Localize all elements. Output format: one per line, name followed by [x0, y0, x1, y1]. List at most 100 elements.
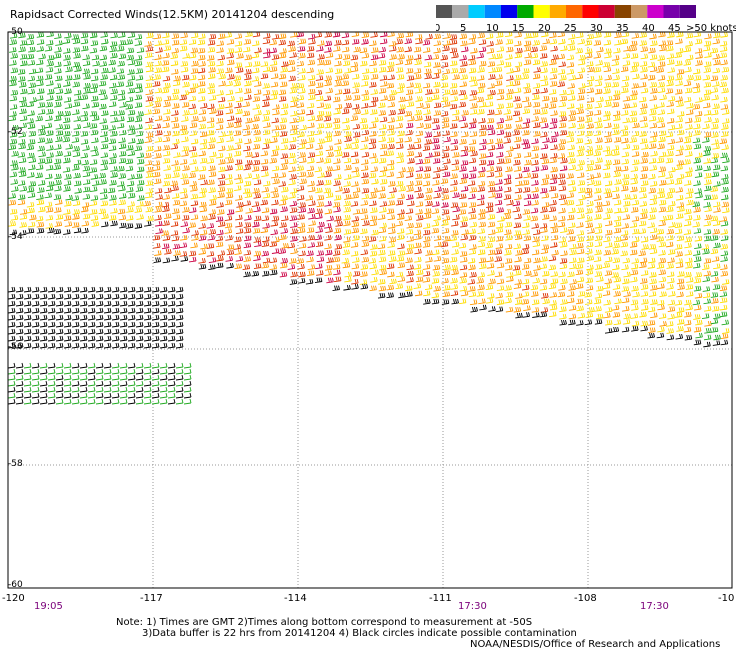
wind-barb [28, 82, 37, 89]
wind-barb [676, 160, 685, 166]
wind-barb [593, 66, 602, 73]
wind-barb [111, 386, 120, 393]
wind-barb [101, 110, 109, 117]
wind-barb [476, 291, 485, 297]
wind-barb [324, 136, 333, 143]
wind-barb [523, 59, 532, 66]
wind-barb [360, 249, 369, 256]
wind-barb [344, 271, 352, 278]
wind-barb [632, 159, 640, 166]
wind-barb [90, 195, 99, 201]
wind-barb [343, 285, 351, 291]
wind-barb [713, 334, 721, 341]
wind-barb [665, 88, 674, 94]
wind-barb [595, 201, 603, 208]
wind-barb [568, 285, 576, 291]
wind-barb [31, 368, 40, 375]
wind-barb [407, 115, 415, 122]
wind-barb [89, 159, 98, 165]
wind-barb [226, 39, 235, 45]
wind-barb [468, 157, 477, 164]
wind-barb [111, 342, 120, 349]
wind-barb [549, 311, 557, 318]
wind-barb [433, 62, 441, 68]
wind-barb [9, 95, 18, 102]
wind-barb [578, 54, 586, 61]
wind-barb [39, 368, 48, 375]
wind-barb [469, 244, 477, 250]
wind-barb [713, 181, 721, 187]
legend-swatch [549, 5, 566, 18]
wind-barb [677, 319, 685, 325]
wind-barb [666, 80, 674, 87]
wind-barb [19, 209, 28, 215]
wind-barb [103, 392, 112, 399]
wind-barb [261, 241, 270, 248]
wind-barb [684, 208, 692, 215]
wind-barb [324, 122, 333, 129]
wind-barb [721, 66, 730, 73]
wind-barb [566, 137, 575, 143]
wind-barb [127, 75, 136, 81]
legend-swatch [517, 5, 534, 18]
wind-barb [119, 398, 128, 405]
wind-barb [333, 195, 342, 201]
wind-barb [657, 82, 665, 88]
wind-barb [289, 258, 297, 264]
wind-barb [55, 286, 64, 293]
wind-barb [540, 109, 548, 115]
wind-barb [720, 75, 728, 81]
wind-barb [568, 110, 577, 116]
legend-label: 15 [512, 23, 525, 34]
wind-barb [613, 291, 621, 297]
wind-barb [558, 285, 566, 291]
wind-barb [111, 300, 120, 307]
wind-barb [683, 159, 691, 165]
wind-barb [281, 61, 289, 68]
wind-barb [695, 53, 703, 59]
wind-barb [333, 130, 341, 137]
wind-barb [578, 83, 586, 89]
wind-barb [175, 328, 184, 335]
wind-barb [243, 180, 252, 187]
wind-barb [488, 306, 496, 312]
wind-barb [326, 277, 334, 284]
wind-barb [379, 269, 387, 276]
wind-barb [117, 74, 126, 81]
wind-barb [521, 284, 530, 291]
wind-barb [95, 392, 104, 399]
wind-barb [100, 159, 109, 166]
wind-barb [540, 307, 549, 313]
wind-barb [665, 157, 674, 164]
wind-barb [159, 398, 168, 405]
wind-barb [251, 166, 260, 172]
wind-barb [175, 321, 184, 328]
wind-barb [604, 74, 612, 81]
wind-barb [36, 199, 45, 206]
wind-barb [253, 136, 262, 143]
wind-barb [548, 283, 557, 290]
wind-barb [362, 220, 370, 226]
wind-barb [332, 256, 341, 263]
wind-barb [505, 39, 514, 45]
wind-barb [389, 278, 397, 285]
wind-barb [575, 165, 584, 172]
wind-barb [531, 187, 539, 193]
wind-barb [262, 129, 271, 136]
wind-barb [486, 207, 494, 213]
wind-barb [198, 88, 206, 94]
wind-barb [370, 244, 378, 250]
wind-barb [145, 75, 154, 81]
wind-barb [630, 173, 638, 180]
wind-barb [361, 68, 370, 75]
wind-barb [95, 286, 104, 293]
wind-barb [234, 249, 242, 255]
wind-barb [531, 249, 540, 256]
wind-barb [569, 249, 577, 256]
wind-barb [632, 228, 640, 235]
wind-barb [134, 83, 143, 89]
wind-barb [79, 398, 88, 405]
wind-barb [44, 122, 53, 129]
wind-barb [305, 195, 314, 201]
wind-barb [82, 103, 90, 110]
